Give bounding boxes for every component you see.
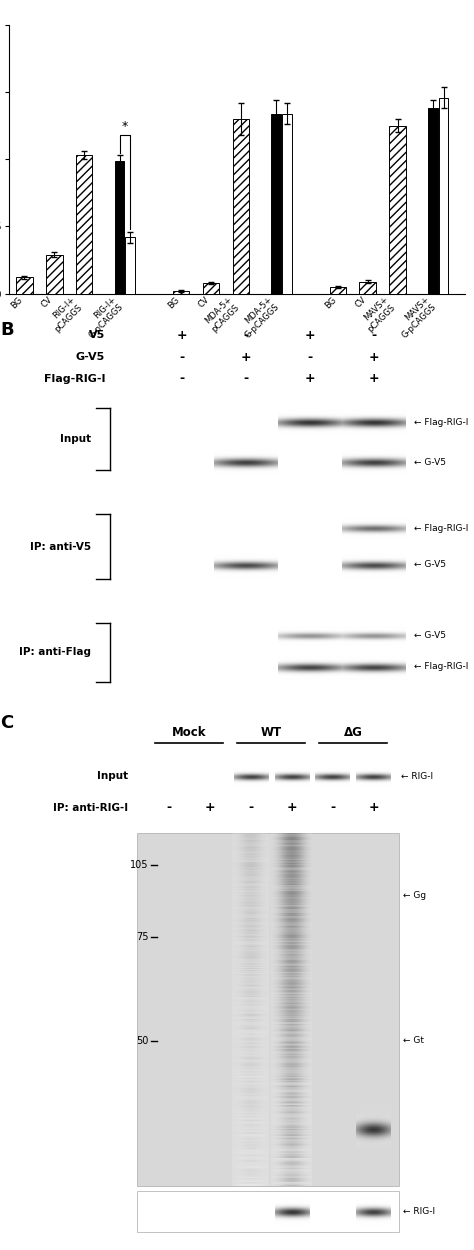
Text: +: + xyxy=(204,801,215,814)
Text: ← G-V5: ← G-V5 xyxy=(414,459,447,468)
Bar xyxy=(76,155,92,294)
Bar xyxy=(282,114,292,294)
Text: +: + xyxy=(304,329,315,341)
Text: G-V5: G-V5 xyxy=(76,352,105,362)
Text: -: - xyxy=(180,372,185,385)
Bar xyxy=(46,255,63,294)
Text: +: + xyxy=(241,350,251,364)
FancyBboxPatch shape xyxy=(137,834,399,1186)
Text: 105: 105 xyxy=(130,860,148,870)
Text: C: C xyxy=(0,714,14,732)
Bar xyxy=(126,238,135,294)
Text: ← Flag-RIG-I: ← Flag-RIG-I xyxy=(414,419,469,428)
Text: ← G-V5: ← G-V5 xyxy=(414,631,447,640)
Bar xyxy=(203,282,219,294)
Text: -: - xyxy=(244,329,249,341)
Text: Flag-RIG-I: Flag-RIG-I xyxy=(44,374,105,384)
Text: -: - xyxy=(371,329,376,341)
Text: +: + xyxy=(368,372,379,385)
FancyBboxPatch shape xyxy=(137,1191,399,1232)
Text: ← G-V5: ← G-V5 xyxy=(414,560,447,569)
Text: ← Gg: ← Gg xyxy=(403,891,426,900)
Text: IP: anti-RIG-I: IP: anti-RIG-I xyxy=(53,802,128,812)
Bar xyxy=(115,161,124,294)
Text: WT: WT xyxy=(261,726,282,739)
Text: +: + xyxy=(368,350,379,364)
Bar xyxy=(16,278,33,294)
Text: V5: V5 xyxy=(89,330,105,340)
Text: +: + xyxy=(368,801,379,814)
Text: IP: anti-V5: IP: anti-V5 xyxy=(30,541,91,551)
Bar xyxy=(233,119,249,294)
Text: B: B xyxy=(0,321,14,339)
Text: +: + xyxy=(177,329,188,341)
Text: +: + xyxy=(304,372,315,385)
Text: ← Flag-RIG-I: ← Flag-RIG-I xyxy=(414,662,469,671)
Text: ← RIG-I: ← RIG-I xyxy=(401,772,433,781)
Bar xyxy=(272,114,281,294)
Text: +: + xyxy=(286,801,297,814)
Text: 50: 50 xyxy=(136,1036,148,1046)
Text: ΔG: ΔG xyxy=(344,726,363,739)
Text: -: - xyxy=(248,801,253,814)
Bar xyxy=(173,291,189,294)
Bar xyxy=(389,126,406,294)
Bar xyxy=(428,109,438,294)
Text: ← Gt: ← Gt xyxy=(403,1036,424,1045)
Bar xyxy=(359,281,376,294)
Text: -: - xyxy=(166,801,171,814)
Text: 75: 75 xyxy=(136,932,148,942)
Text: Input: Input xyxy=(97,771,128,781)
Text: ← Flag-RIG-I: ← Flag-RIG-I xyxy=(414,524,469,532)
Text: -: - xyxy=(307,350,312,364)
Text: -: - xyxy=(330,801,335,814)
Text: ← RIG-I: ← RIG-I xyxy=(403,1208,435,1216)
Text: IP: anti-Flag: IP: anti-Flag xyxy=(19,648,91,658)
Bar xyxy=(439,98,448,294)
Text: -: - xyxy=(244,372,249,385)
Text: *: * xyxy=(122,120,128,132)
Text: -: - xyxy=(180,350,185,364)
Text: Input: Input xyxy=(60,434,91,444)
Text: Mock: Mock xyxy=(172,726,207,739)
Bar xyxy=(329,288,346,294)
